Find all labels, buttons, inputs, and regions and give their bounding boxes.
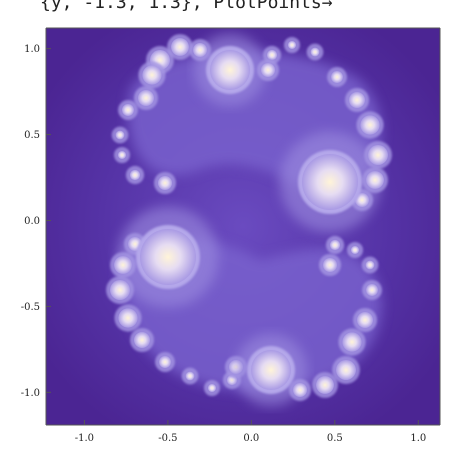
bulb-core (342, 332, 362, 352)
y-tick-label: -0.5 (21, 302, 40, 313)
bulb-core (310, 47, 320, 57)
x-tick-label: 0.0 (243, 433, 259, 444)
bulb-core (316, 376, 334, 394)
bulb-core (137, 89, 155, 107)
bulb-core (336, 360, 356, 380)
y-tick-label: 1.0 (24, 44, 40, 55)
bulb-core (350, 245, 360, 255)
bulb-core (260, 62, 276, 78)
y-tick-label: 0.0 (24, 216, 40, 227)
bulb-core (171, 38, 189, 56)
x-tick-label: 0.5 (327, 433, 343, 444)
bulb-core (348, 91, 366, 109)
bulb-core (115, 130, 125, 140)
blob-core (140, 229, 196, 285)
bulb-core (193, 43, 207, 57)
bulb-core (322, 257, 338, 273)
blob-core (251, 350, 291, 390)
bulb-core (293, 383, 307, 397)
x-tick-label: 1.0 (410, 433, 426, 444)
bulb-core (133, 331, 151, 349)
bulb-core (185, 371, 195, 381)
bulb-core (157, 175, 173, 191)
bulb-core (266, 49, 278, 61)
bulb-core (331, 71, 343, 83)
bulb-core (329, 239, 341, 251)
blob-core (210, 50, 250, 90)
bulb-core (207, 383, 217, 393)
bulb-core (114, 256, 132, 274)
julia-set (106, 34, 392, 406)
y-tick-label: -1.0 (21, 388, 40, 399)
x-tick-label: -1.0 (75, 433, 94, 444)
bulb-core (118, 308, 138, 328)
bulb-core (122, 104, 134, 116)
bulb-core (287, 40, 297, 50)
bulb-core (366, 171, 384, 189)
bulb-core (356, 311, 374, 329)
bulb-core (142, 65, 162, 85)
y-tick-label: 0.5 (24, 130, 40, 141)
code-fragment: {y, -1.3, 1.3}, PlotPoints→ (40, 0, 333, 13)
blob-core (302, 154, 358, 210)
bulb-core (129, 169, 141, 181)
bulb-core (110, 280, 130, 300)
bulb-core (365, 260, 375, 270)
bulb-core (368, 145, 388, 165)
x-tick-label: -0.5 (158, 433, 177, 444)
bulb-core (159, 356, 171, 368)
bulb-core (117, 150, 127, 160)
bulb-core (366, 284, 378, 296)
bulb-core (360, 115, 380, 135)
